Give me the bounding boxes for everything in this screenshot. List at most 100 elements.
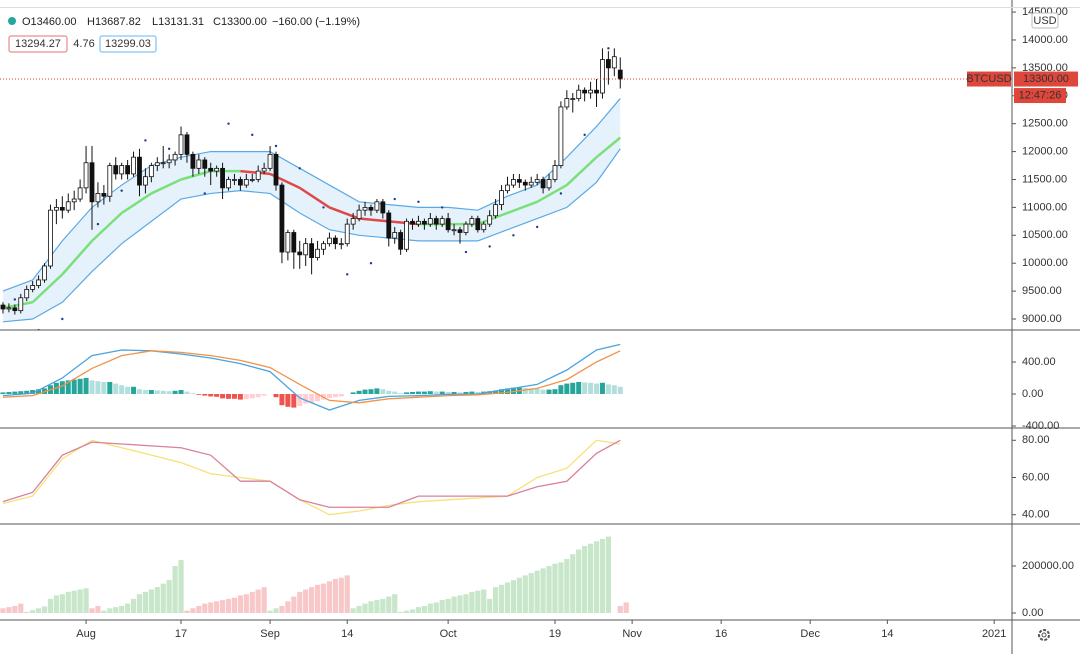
middle-line (120, 192, 153, 215)
candle-body (404, 220, 409, 250)
bar (83, 588, 89, 614)
candle-body (558, 106, 564, 166)
bar (107, 608, 113, 614)
candle-body (469, 218, 475, 225)
sar-dot (369, 262, 373, 265)
bar (564, 558, 570, 614)
y-tick-label: 9500.00 (1022, 285, 1062, 297)
histogram-bar (249, 394, 255, 399)
candle-body (291, 232, 297, 253)
x-tick-label: Sep (260, 628, 280, 640)
bar (599, 538, 606, 613)
histogram-bar (220, 394, 226, 399)
candle-body (184, 134, 190, 155)
histogram-bar (119, 385, 125, 394)
candle-body (77, 187, 83, 200)
bar (403, 610, 410, 613)
bar (582, 546, 588, 614)
histogram-bar (445, 392, 451, 394)
middle-line (565, 156, 598, 186)
candle-body (208, 167, 214, 172)
x-tick-label: Nov (622, 628, 642, 640)
candle-body (386, 212, 392, 239)
bar (558, 562, 564, 614)
candle-body (30, 285, 36, 290)
histogram-bar (172, 390, 178, 394)
bar (261, 587, 267, 614)
middle-line (299, 186, 331, 209)
settings-icon[interactable] (1038, 629, 1050, 641)
bar (30, 610, 36, 614)
sar-dot (346, 273, 349, 276)
candle-body (481, 223, 487, 231)
candle-body (600, 59, 605, 94)
histogram-bar (552, 389, 558, 394)
candle-body (125, 165, 131, 175)
bar (510, 580, 517, 613)
candle-body (362, 206, 368, 211)
bar (421, 605, 427, 613)
histogram-bar (107, 382, 113, 394)
bar (576, 549, 582, 613)
candle-body (356, 209, 362, 219)
price-badge (1014, 71, 1078, 87)
currency: USD (1033, 15, 1056, 27)
bar (546, 566, 552, 614)
candle-body (475, 218, 481, 231)
bar (130, 598, 137, 614)
candle-body (0, 304, 6, 310)
candle-body (148, 165, 154, 178)
bar (172, 566, 178, 614)
histogram-bar (226, 394, 232, 399)
candle-body (154, 162, 160, 166)
x-tick-label: 16 (715, 628, 727, 640)
histogram-bar (190, 393, 196, 394)
indicator-line (2, 439, 621, 508)
currency-badge[interactable] (1031, 12, 1059, 29)
histogram-bar (125, 386, 131, 394)
y-tick-label: 0.00 (1022, 388, 1043, 400)
histogram-bar (196, 394, 202, 395)
histogram-bar (142, 390, 148, 394)
x-tick-label: 14 (341, 628, 353, 640)
middle-line (180, 169, 212, 181)
histogram-bar (208, 394, 214, 397)
candle-body (588, 89, 593, 94)
middle-line (150, 178, 182, 195)
bar (570, 554, 576, 613)
middle-line (536, 183, 568, 203)
candle-body (439, 218, 445, 225)
bar (445, 598, 451, 614)
candle-body (445, 218, 451, 231)
bar (190, 608, 196, 614)
candle-body (59, 206, 65, 211)
bar (516, 577, 522, 614)
bar (6, 607, 12, 614)
bar (475, 590, 481, 613)
middle-line (507, 200, 538, 215)
histogram-bar (510, 387, 516, 394)
candle-body (528, 181, 534, 186)
candle-body (172, 153, 178, 161)
histogram-bar (303, 394, 309, 404)
candle-body (582, 89, 588, 94)
bar (593, 541, 600, 614)
histogram-bar (570, 382, 576, 394)
bar (89, 608, 95, 614)
bar (350, 608, 356, 614)
pane-plot (0, 343, 623, 411)
histogram-bar (582, 382, 588, 394)
box-value: 13294.27 (15, 38, 61, 50)
symbol-badge (967, 71, 1011, 87)
bar (427, 603, 433, 614)
bar (522, 575, 528, 613)
middle-line (91, 212, 123, 242)
y-tick-label: 0.00 (1022, 607, 1043, 619)
histogram-bar (475, 392, 481, 394)
timer-badge (1014, 88, 1066, 104)
bar (35, 608, 42, 614)
bar (148, 589, 154, 614)
histogram-bar (279, 394, 285, 406)
y-tick-label: 400.00 (1022, 356, 1056, 368)
bar (208, 602, 214, 614)
